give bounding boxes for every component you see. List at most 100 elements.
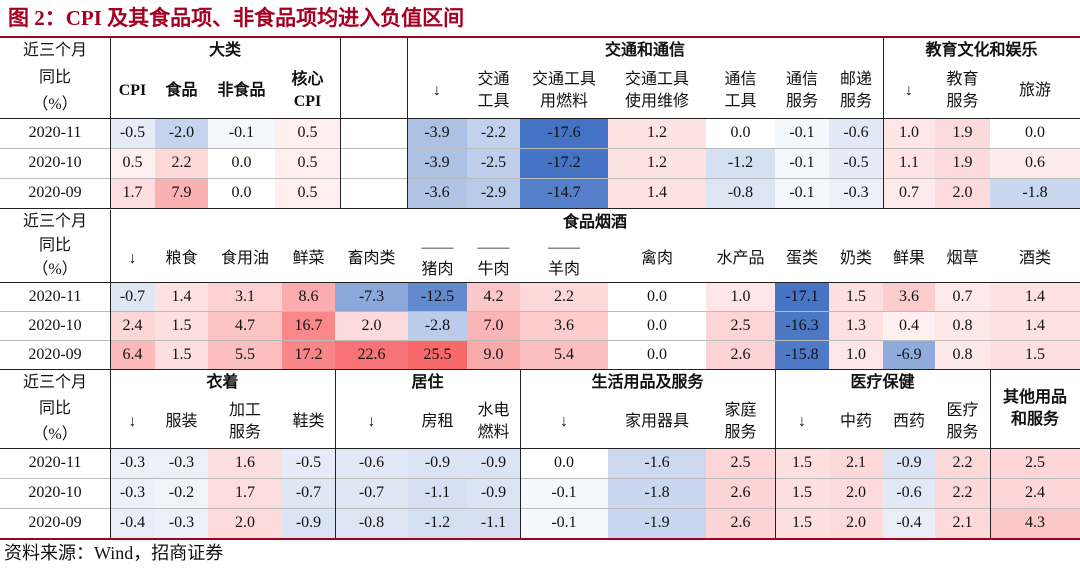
- data-cell: 4.7: [208, 311, 282, 340]
- row-separator: [0, 478, 1080, 479]
- column-header: 鞋类: [292, 413, 325, 430]
- group-divider: [883, 38, 884, 208]
- group-header: 居住: [411, 374, 444, 391]
- data-cell: -0.6: [829, 118, 883, 148]
- data-cell: 1.5: [775, 478, 829, 508]
- column-header: 核心 CPI: [291, 71, 324, 110]
- group-divider: [110, 38, 111, 208]
- data-cell: 1.0: [829, 340, 883, 369]
- group-divider: [340, 38, 341, 208]
- data-cell: -0.8: [706, 178, 775, 208]
- row-date: 2020-10: [28, 316, 82, 334]
- data-cell: 0.8: [935, 311, 990, 340]
- column-header: 通信 工具: [724, 71, 757, 110]
- data-cell: 8.6: [282, 282, 335, 311]
- row-separator: [0, 311, 1080, 312]
- column-header: 交通工具 用燃料: [531, 71, 596, 110]
- column-header: 禽肉: [640, 250, 673, 267]
- data-cell: 1.9: [935, 118, 990, 148]
- data-cell: 2.0: [335, 311, 408, 340]
- data-cell: -0.4: [883, 508, 935, 538]
- data-cell: -17.2: [520, 148, 608, 178]
- data-cell: [340, 178, 407, 208]
- data-cell: 1.4: [155, 282, 208, 311]
- data-cell: 1.7: [208, 478, 282, 508]
- title-rule: [0, 36, 1080, 38]
- data-cell: 0.0: [231, 184, 252, 201]
- data-cell: -0.8: [335, 508, 408, 538]
- data-cell: 2.1: [935, 508, 990, 538]
- group-header: 医疗保健: [850, 374, 915, 391]
- data-cell: 2.4: [110, 311, 155, 340]
- column-header: ↓: [433, 82, 441, 99]
- data-cell: -0.9: [883, 448, 935, 478]
- data-cell: -17.6: [520, 118, 608, 148]
- data-cell: 1.7: [110, 178, 155, 208]
- column-header: ↓: [905, 82, 913, 99]
- data-cell: 1.2: [608, 148, 706, 178]
- data-cell: 0.5: [275, 118, 340, 148]
- data-cell: 1.5: [155, 311, 208, 340]
- column-header: ↓: [128, 413, 137, 430]
- data-cell: 1.0: [706, 282, 775, 311]
- group-header: 交通和通信: [604, 42, 685, 59]
- data-cell: -16.3: [775, 311, 829, 340]
- data-cell: -2.9: [467, 178, 520, 208]
- data-cell: [340, 148, 407, 178]
- data-cell: 2.4: [990, 478, 1080, 508]
- column-header: 蛋类: [785, 250, 818, 267]
- data-cell: -0.9: [282, 508, 335, 538]
- data-cell: 22.6: [335, 340, 408, 369]
- data-cell: 3.1: [208, 282, 282, 311]
- column-header: 房租: [421, 413, 454, 430]
- data-cell: 9.0: [467, 340, 520, 369]
- row-date: 2020-10: [28, 154, 82, 171]
- data-cell: -6.9: [883, 340, 935, 369]
- data-cell: 1.0: [883, 118, 935, 148]
- data-cell: -0.6: [335, 448, 408, 478]
- row-separator: [0, 178, 1080, 179]
- data-cell: 2.6: [706, 478, 775, 508]
- column-header: —— 猪肉: [421, 239, 454, 278]
- column-header: 医疗 服务: [946, 402, 979, 441]
- header-separator: [0, 282, 1080, 283]
- source-note: 资料来源：Wind，招商证券: [4, 543, 224, 563]
- data-cell: -0.2: [155, 478, 208, 508]
- data-cell: 1.3: [829, 311, 883, 340]
- group-divider: [407, 38, 408, 208]
- data-cell: 17.2: [282, 340, 335, 369]
- corner-label: （%）: [32, 95, 78, 113]
- column-header: 通信 服务: [785, 71, 818, 110]
- column-header: 其他用品 和服务: [1002, 389, 1067, 428]
- column-header: 交通工具 使用维修: [624, 71, 689, 110]
- column-header: 鲜果: [892, 250, 925, 267]
- group-divider: [990, 370, 991, 538]
- data-cell: 1.2: [608, 118, 706, 148]
- data-cell: 1.4: [990, 282, 1080, 311]
- data-cell: -0.1: [775, 118, 829, 148]
- data-cell: -3.9: [407, 118, 467, 148]
- data-cell: -0.3: [829, 178, 883, 208]
- column-header: 交通 工具: [477, 71, 510, 110]
- column-header: 鲜菜: [292, 250, 325, 267]
- row-date: 2020-09: [28, 514, 82, 531]
- column-header: 奶类: [839, 250, 872, 267]
- column-header: 烟草: [946, 250, 979, 267]
- column-header: 邮递 服务: [839, 71, 872, 110]
- data-cell: -0.3: [155, 448, 208, 478]
- data-cell: 0.5: [275, 178, 340, 208]
- data-cell: -1.9: [608, 508, 706, 538]
- data-cell: -1.6: [608, 448, 706, 478]
- figure-title: 图 2：CPI 及其食品项、非食品项均进入负值区间: [8, 6, 465, 30]
- column-header: 加工 服务: [228, 402, 261, 441]
- data-cell: 0.7: [935, 282, 990, 311]
- column-header: 家用器具: [624, 413, 689, 430]
- data-cell: 0.0: [1025, 124, 1045, 141]
- data-cell: -0.1: [775, 178, 829, 208]
- data-cell: -0.1: [520, 478, 608, 508]
- data-cell: -0.7: [335, 478, 408, 508]
- data-cell: -2.8: [408, 311, 467, 340]
- data-cell: 2.2: [155, 148, 208, 178]
- corner-label: （%）: [32, 261, 78, 278]
- group-header: 衣着: [206, 374, 239, 391]
